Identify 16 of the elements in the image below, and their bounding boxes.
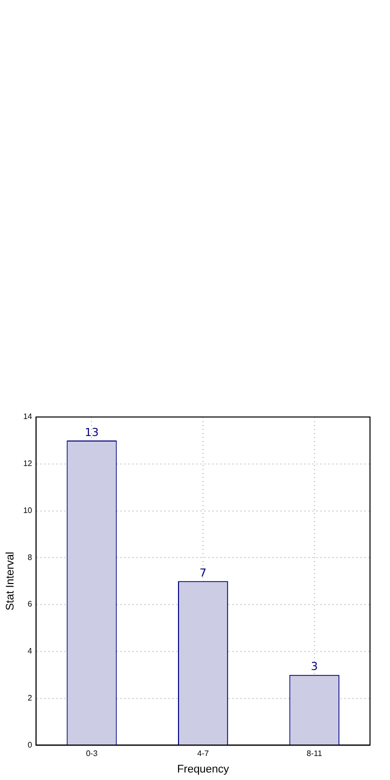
y-tick-label: 6 bbox=[28, 600, 33, 609]
x-tick-label: 8-11 bbox=[306, 749, 323, 758]
data-label: 7 bbox=[200, 566, 207, 580]
y-tick-label: 2 bbox=[28, 694, 33, 703]
x-tick-label: 4-7 bbox=[197, 749, 210, 758]
y-tick-label: 10 bbox=[23, 506, 33, 515]
y-tick-label: 8 bbox=[28, 552, 33, 562]
data-label: 13 bbox=[84, 426, 99, 439]
x-axis-title: Frequency bbox=[177, 763, 230, 776]
y-tick-label: 14 bbox=[23, 412, 33, 422]
x-tick-label: 0-3 bbox=[86, 749, 98, 758]
y-tick-label: 12 bbox=[23, 459, 33, 468]
data-label: 3 bbox=[310, 660, 318, 674]
y-axis-title: Stat Interval bbox=[4, 552, 17, 610]
y-tick-label: 4 bbox=[28, 646, 33, 656]
y-tick-label: 0 bbox=[28, 740, 33, 750]
